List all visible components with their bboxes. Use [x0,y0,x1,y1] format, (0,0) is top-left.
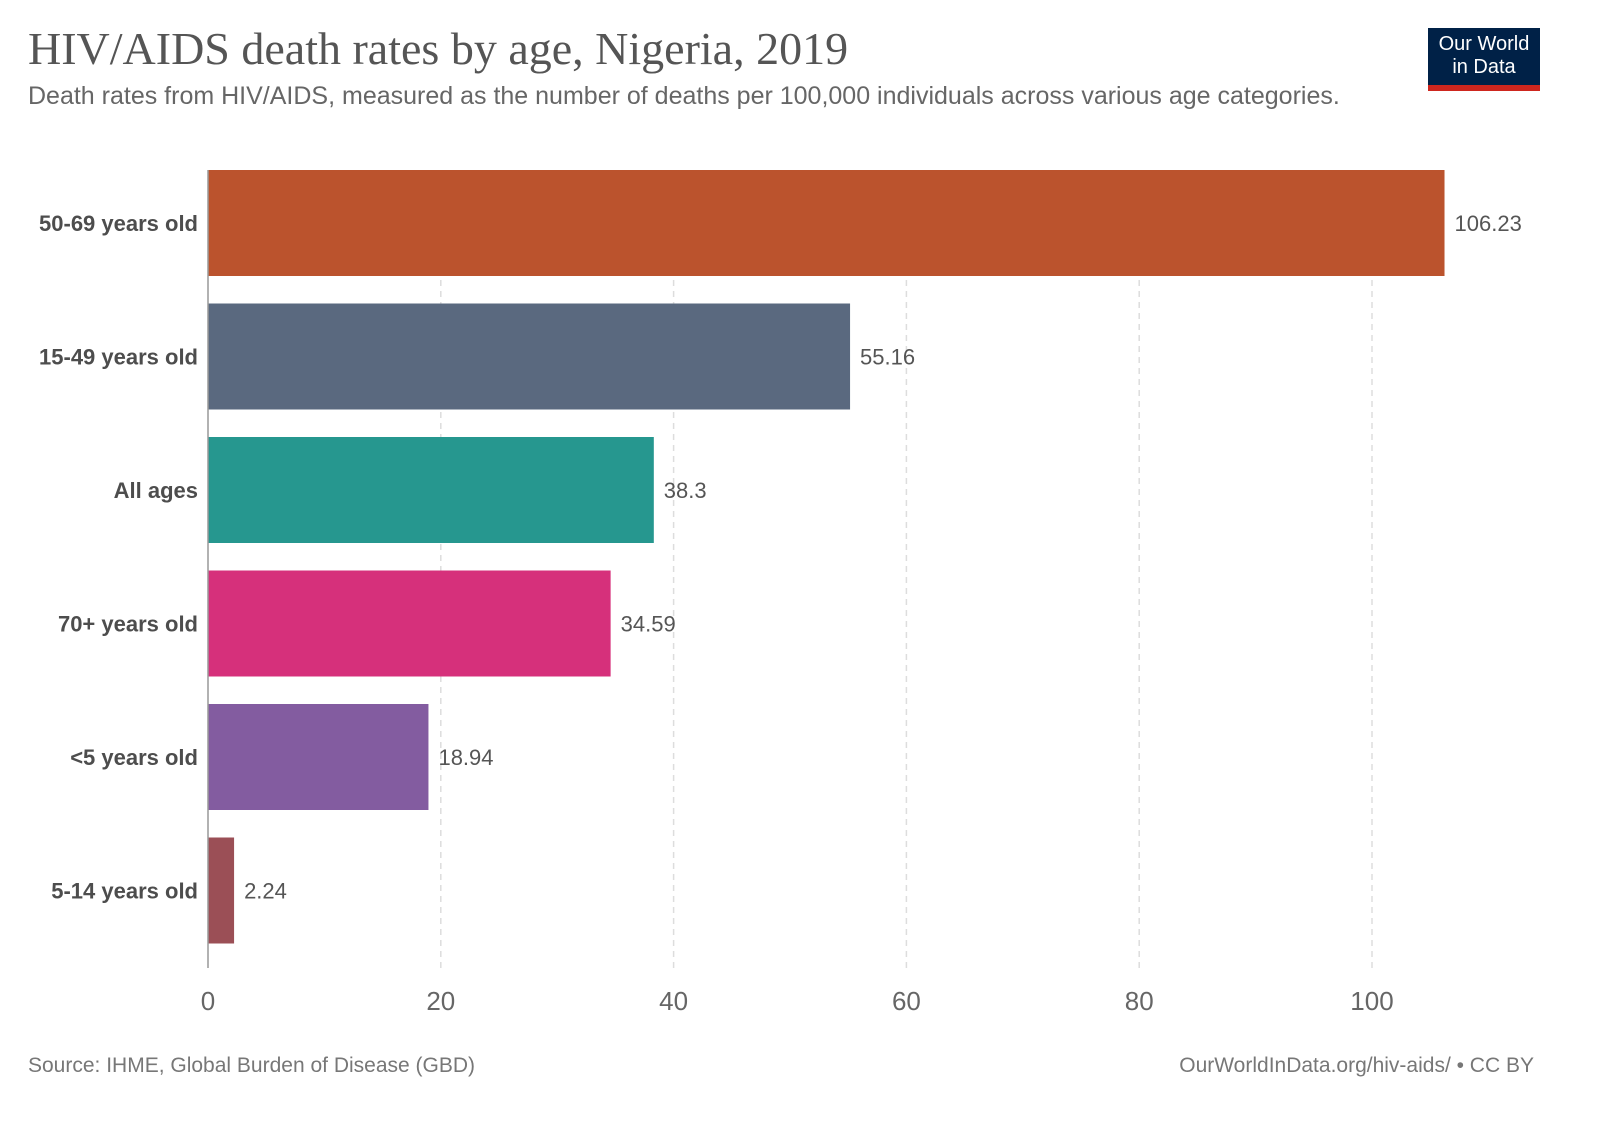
chart-title: HIV/AIDS death rates by age, Nigeria, 20… [28,23,849,74]
value-label: 38.3 [664,478,707,503]
bar-0[interactable] [208,170,1445,276]
bar-3[interactable] [208,570,611,677]
category-label: All ages [114,478,198,503]
category-labels: 50-69 years old 15-49 years old All ages 70… [39,211,198,904]
value-label: 34.59 [621,612,676,637]
x-tick-label: 0 [201,986,215,1016]
chart-subtitle: Death rates from HIV/AIDS, measured as t… [28,82,1340,110]
x-axis-ticks: 0 20 40 60 80 100 [201,986,1394,1016]
value-label: 18.94 [438,745,493,770]
x-tick-label: 100 [1350,986,1393,1016]
category-label: <5 years old [70,745,198,770]
bar-4[interactable] [208,704,429,810]
value-label: 2.24 [244,879,287,904]
license-link[interactable]: OurWorldInData.org/hiv-aids/ • CC BY [1179,1054,1534,1077]
category-label: 5-14 years old [51,879,198,904]
logo-line-2: in Data [1452,56,1516,78]
category-label: 50-69 years old [39,211,198,236]
source-note: Source: IHME, Global Burden of Disease (… [28,1054,476,1077]
bar-1[interactable] [208,303,851,410]
value-label: 55.16 [860,345,915,370]
bar-5[interactable] [208,837,235,944]
category-label: 15-49 years old [39,345,198,370]
x-tick-label: 80 [1125,986,1154,1016]
logo-line-1: Our World [1438,33,1530,55]
value-label: 106.23 [1455,211,1522,236]
x-tick-label: 20 [426,986,455,1016]
bars [208,170,1445,944]
bar-2[interactable] [208,437,654,543]
gridlines [440,170,1373,968]
category-label: 70+ years old [58,612,198,637]
x-tick-label: 40 [659,986,688,1016]
owid-logo[interactable]: Our World in Data [1428,28,1540,91]
x-tick-label: 60 [892,986,921,1016]
value-labels: 106.23 55.16 38.3 34.59 18.94 2.24 [244,211,1522,904]
